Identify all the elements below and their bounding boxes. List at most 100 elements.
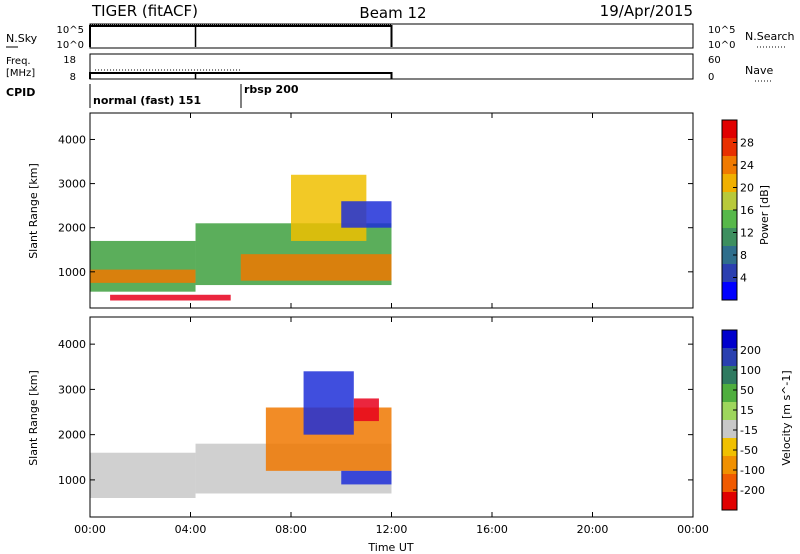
x-tick-label: 08:00: [275, 523, 307, 536]
data-band: [90, 269, 196, 283]
cpid-mode-rbsp: rbsp 200: [244, 83, 299, 96]
colorbar-tick-label: 16: [740, 204, 754, 217]
velocity-data: [90, 371, 392, 498]
colorbar-swatch: [722, 192, 737, 210]
colorbar-frame: [721, 329, 738, 511]
nave-tick-top: 60: [708, 55, 721, 66]
colorbar-tick-label: 50: [740, 384, 754, 397]
colorbar-tick-label: -15: [740, 424, 758, 437]
x-tick-label: 04:00: [175, 523, 207, 536]
colorbar-swatch: [722, 264, 737, 282]
y-tick-label: 4000: [58, 133, 86, 146]
data-band: [90, 452, 196, 498]
x-axis-label: Time UT: [367, 541, 413, 554]
colorbar-tick-label: 8: [740, 249, 747, 262]
freq-label-line1: Freq.: [6, 56, 31, 67]
colorbar-tick-label: -100: [740, 464, 765, 477]
data-band: [353, 398, 379, 422]
colorbar-swatch: [722, 174, 737, 192]
x-tick-label: 12:00: [376, 523, 408, 536]
colorbar-tick-label: 15: [740, 404, 754, 417]
nsky-tick-top: 10^5: [57, 25, 84, 36]
freq-tick-top: 18: [63, 55, 76, 66]
colorbar-swatch: [722, 492, 737, 510]
colorbar-tick-label: 28: [740, 137, 754, 150]
colorbar-swatch: [722, 210, 737, 228]
x-tick-label: 00:00: [74, 523, 106, 536]
colorbar-swatch: [722, 420, 737, 438]
colorbar-swatch: [722, 456, 737, 474]
colorbar-swatch: [722, 138, 737, 156]
power-colorbar: 4 8 12 16 20 24 28: [721, 119, 754, 301]
y-tick-label: 3000: [58, 178, 86, 191]
velocity-x-axis: 00:00 04:00 08:00 12:00 16:00 20:00 00:00: [74, 317, 709, 536]
power-x-ticks: [89, 113, 694, 308]
power-y-axis: 1000 2000 3000 4000: [58, 133, 693, 279]
colorbar-swatch: [722, 402, 737, 420]
power-data: [90, 174, 392, 301]
colorbar-swatch: [722, 384, 737, 402]
beam-title: Beam 12: [359, 4, 426, 22]
velocity-colorbar: 200 100 50 15 -15 -50 -100 -200: [721, 329, 765, 511]
y-tick-label: 4000: [58, 338, 86, 351]
nsearch-tick-top: 10^5: [708, 25, 735, 36]
freq-line: [89, 72, 393, 79]
velocity-panel: 1000 2000 3000 4000 00:00 04:00 08:00 12:00 16:…: [27, 316, 793, 536]
freq-tick-bottom: 8: [70, 72, 76, 83]
data-band: [90, 240, 196, 292]
colorbar-swatch: [722, 348, 737, 366]
cpid-mode-normal: normal (fast) 151: [93, 94, 201, 107]
station-title: TIGER (fitACF): [91, 2, 198, 20]
colorbar-tick-label: -50: [740, 444, 758, 457]
colorbar-swatch: [722, 438, 737, 456]
y-tick-label: 3000: [58, 383, 86, 396]
colorbar-tick-label: 20: [740, 182, 754, 195]
x-tick-label: 20:00: [577, 523, 609, 536]
nsky-line: [89, 25, 393, 47]
nsearch-tick-bottom: 10^0: [708, 40, 735, 51]
colorbar-tick-label: 200: [740, 344, 761, 357]
y-tick-label: 1000: [58, 266, 86, 279]
velocity-colorbar-label: Velocity [m s^-1]: [780, 370, 793, 465]
y-tick-label: 2000: [58, 429, 86, 442]
colorbar-swatch: [722, 282, 737, 300]
freq-trace: [89, 69, 393, 79]
data-band: [110, 294, 231, 301]
colorbar-swatch: [722, 120, 737, 138]
power-ylabel: Slant Range [km]: [27, 163, 40, 259]
data-band: [240, 254, 392, 281]
colorbar-tick-label: 12: [740, 227, 754, 240]
nave-tick-bottom: 0: [708, 72, 714, 83]
y-tick-label: 2000: [58, 222, 86, 235]
y-tick-label: 1000: [58, 474, 86, 487]
power-colorbar-label: Power [dB]: [758, 185, 771, 245]
freq-label-line2: [MHz]: [6, 68, 35, 79]
colorbar-swatch: [722, 474, 737, 492]
data-band: [303, 371, 354, 435]
freq-panel: Freq. [MHz] 18 8 60 0 Nave: [6, 53, 773, 83]
colorbar-swatch: [722, 156, 737, 174]
nsky-tick-bottom: 10^0: [57, 40, 84, 51]
date-title: 19/Apr/2015: [600, 2, 693, 20]
power-panel: 1000 2000 3000 4000 Slant Range [km] 4 8 12 16…: [27, 112, 771, 309]
colorbar-tick-label: 4: [740, 272, 747, 285]
nave-label: Nave: [745, 64, 773, 77]
x-tick-label: 16:00: [476, 523, 508, 536]
colorbar-swatch: [722, 246, 737, 264]
cpid-label: CPID: [6, 86, 35, 99]
data-band: [341, 201, 392, 228]
nsky-label: N.Sky: [6, 32, 38, 45]
colorbar-tick-label: -200: [740, 484, 765, 497]
data-band: [341, 470, 392, 485]
x-tick-label: 00:00: [677, 523, 709, 536]
colorbar-swatch: [722, 228, 737, 246]
velocity-ylabel: Slant Range [km]: [27, 370, 40, 466]
nsky-trace: [89, 24, 393, 47]
colorbar-tick-label: 100: [740, 364, 761, 377]
colorbar-swatch: [722, 366, 737, 384]
velocity-y-axis: 1000 2000 3000 4000: [58, 338, 693, 487]
colorbar-tick-label: 24: [740, 159, 754, 172]
colorbar-swatch: [722, 330, 737, 348]
nsky-panel: N.Sky 10^5 10^0 10^5 10^0 N.Search: [6, 23, 795, 51]
